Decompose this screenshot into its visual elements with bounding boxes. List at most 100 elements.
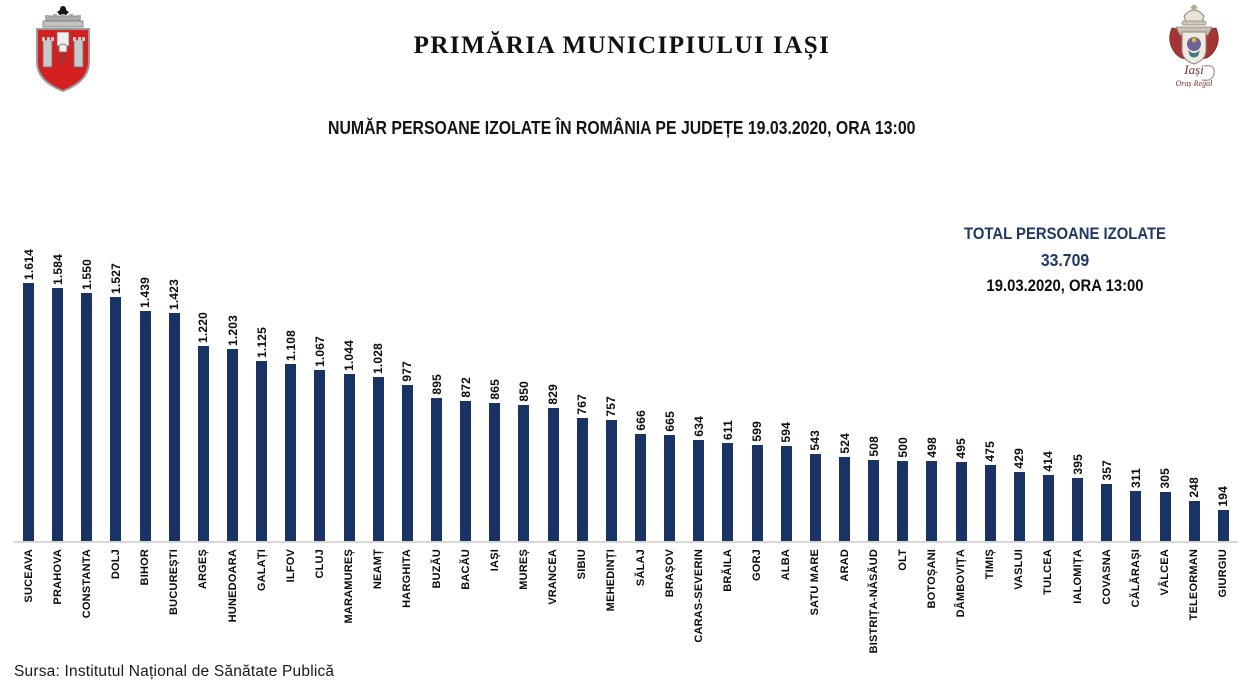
county-label: BUZĂU: [430, 549, 443, 589]
bar: [81, 293, 93, 541]
total-box: TOTAL PERSOANE IZOLATE 33.709 19.03.2020…: [930, 222, 1200, 300]
bar-column: 829: [539, 384, 568, 541]
bar-value-label: 524: [837, 433, 852, 454]
county-label-cell: MARAMUREȘ: [335, 543, 364, 661]
bar-value-label: 194: [1216, 486, 1231, 507]
county-label-cell: DÂMBOVIȚA: [947, 543, 976, 661]
county-label: ALBA: [780, 549, 793, 581]
county-label: GIURGIU: [1217, 549, 1230, 598]
bar-column: 1.067: [305, 336, 334, 541]
total-value: 33.709: [1040, 250, 1090, 270]
bar-column: 500: [888, 437, 917, 541]
bar-column: 599: [743, 421, 772, 541]
county-label-cell: HUNEDOARA: [218, 543, 247, 661]
bar-value-label: 850: [516, 381, 531, 402]
county-label: VÂLCEA: [1159, 549, 1172, 596]
county-label-cell: BRĂILA: [713, 543, 742, 661]
bar: [868, 460, 880, 541]
county-label: TELEORMAN: [1188, 549, 1201, 621]
source-note: Sursa: Institutul Național de Sănătate P…: [14, 663, 335, 680]
county-label: CĂLĂRAȘI: [1129, 549, 1142, 608]
bar: [489, 403, 501, 541]
county-label-cell: PRAHOVA: [43, 543, 72, 661]
county-label-cell: GALAȚI: [247, 543, 276, 661]
bar-column: 414: [1034, 451, 1063, 541]
bar-column: 1.423: [160, 279, 189, 541]
bar-column: 1.028: [364, 343, 393, 541]
county-label: ILFOV: [284, 549, 297, 583]
bar-value-label: 1.125: [254, 326, 269, 358]
county-label-cell: BISTRIȚA-NĂSĂUD: [859, 543, 888, 661]
bar-column: 311: [1121, 468, 1150, 541]
emblem-caption-oras-regal: Oraș Regal: [1176, 79, 1213, 88]
bar-column: 357: [1092, 460, 1121, 541]
bar: [1101, 484, 1113, 541]
bar-column: 508: [859, 436, 888, 541]
county-label: NEAMȚ: [372, 549, 385, 590]
bar: [343, 374, 355, 541]
county-label: BACĂU: [459, 549, 472, 590]
bar-value-label: 311: [1128, 468, 1143, 488]
bar-value-label: 977: [400, 361, 415, 382]
bar: [518, 405, 530, 541]
bar-value-label: 1.584: [50, 253, 65, 285]
bar: [139, 311, 151, 541]
county-label-cell: NEAMȚ: [364, 543, 393, 661]
county-label-cell: ARGEȘ: [189, 543, 218, 661]
bar: [460, 401, 472, 541]
bar-value-label: 248: [1187, 477, 1202, 498]
county-label: SĂLAJ: [634, 549, 647, 587]
bar-value-label: 895: [429, 374, 444, 395]
bar: [1130, 491, 1142, 541]
bar-column: 1.220: [189, 312, 218, 541]
county-label-cell: TULCEA: [1034, 543, 1063, 661]
bar-column: 1.044: [335, 340, 364, 541]
bar: [431, 398, 443, 541]
bar-value-label: 767: [575, 394, 590, 415]
bar-value-label: 508: [866, 436, 881, 457]
bar: [722, 443, 734, 541]
bar: [256, 361, 268, 541]
county-label: GORJ: [751, 549, 764, 581]
county-label-cell: ALBA: [772, 543, 801, 661]
county-label: IAȘI: [488, 549, 501, 572]
bar: [664, 435, 676, 541]
county-label: BRAȘOV: [663, 549, 676, 598]
bar-value-label: 1.220: [196, 311, 211, 343]
bar: [285, 364, 297, 541]
county-label: HARGHITA: [401, 549, 414, 608]
county-label: VRANCEA: [547, 549, 560, 605]
county-label: PRAHOVA: [51, 549, 64, 605]
bar-column: 1.614: [14, 249, 43, 541]
county-label-cell: VRANCEA: [539, 543, 568, 661]
county-label: TIMIȘ: [984, 549, 997, 580]
county-label-cell: BACĂU: [451, 543, 480, 661]
bar-column: 895: [422, 374, 451, 541]
bar: [1042, 475, 1054, 541]
bar-column: 865: [480, 379, 509, 541]
bar-column: 1.439: [131, 277, 160, 541]
bar: [809, 454, 821, 541]
bar-column: 1.550: [72, 259, 101, 541]
bar-value-label: 1.028: [371, 342, 386, 374]
bar-value-label: 1.067: [312, 335, 327, 367]
county-label-cell: CLUJ: [305, 543, 334, 661]
bar-column: 1.584: [43, 254, 72, 541]
bar-column: 850: [509, 381, 538, 541]
bar: [372, 377, 384, 541]
bar: [1072, 478, 1084, 541]
bar-column: 977: [393, 361, 422, 541]
bar: [693, 440, 705, 541]
bar-column: 429: [1005, 448, 1034, 541]
bar-value-label: 611: [720, 420, 735, 440]
bar-column: 594: [772, 422, 801, 541]
bar-column: 305: [1150, 468, 1179, 541]
county-label: COVASNA: [1100, 549, 1113, 605]
bar-value-label: 1.527: [108, 262, 123, 294]
bar-value-label: 594: [779, 422, 794, 443]
county-label: BIHOR: [139, 549, 152, 586]
central-shield-icon: [1181, 31, 1207, 65]
iasi-city-coat-of-arms-logo: [36, 6, 90, 93]
county-label-cell: COVASNA: [1092, 543, 1121, 661]
bar-column: 872: [451, 377, 480, 541]
